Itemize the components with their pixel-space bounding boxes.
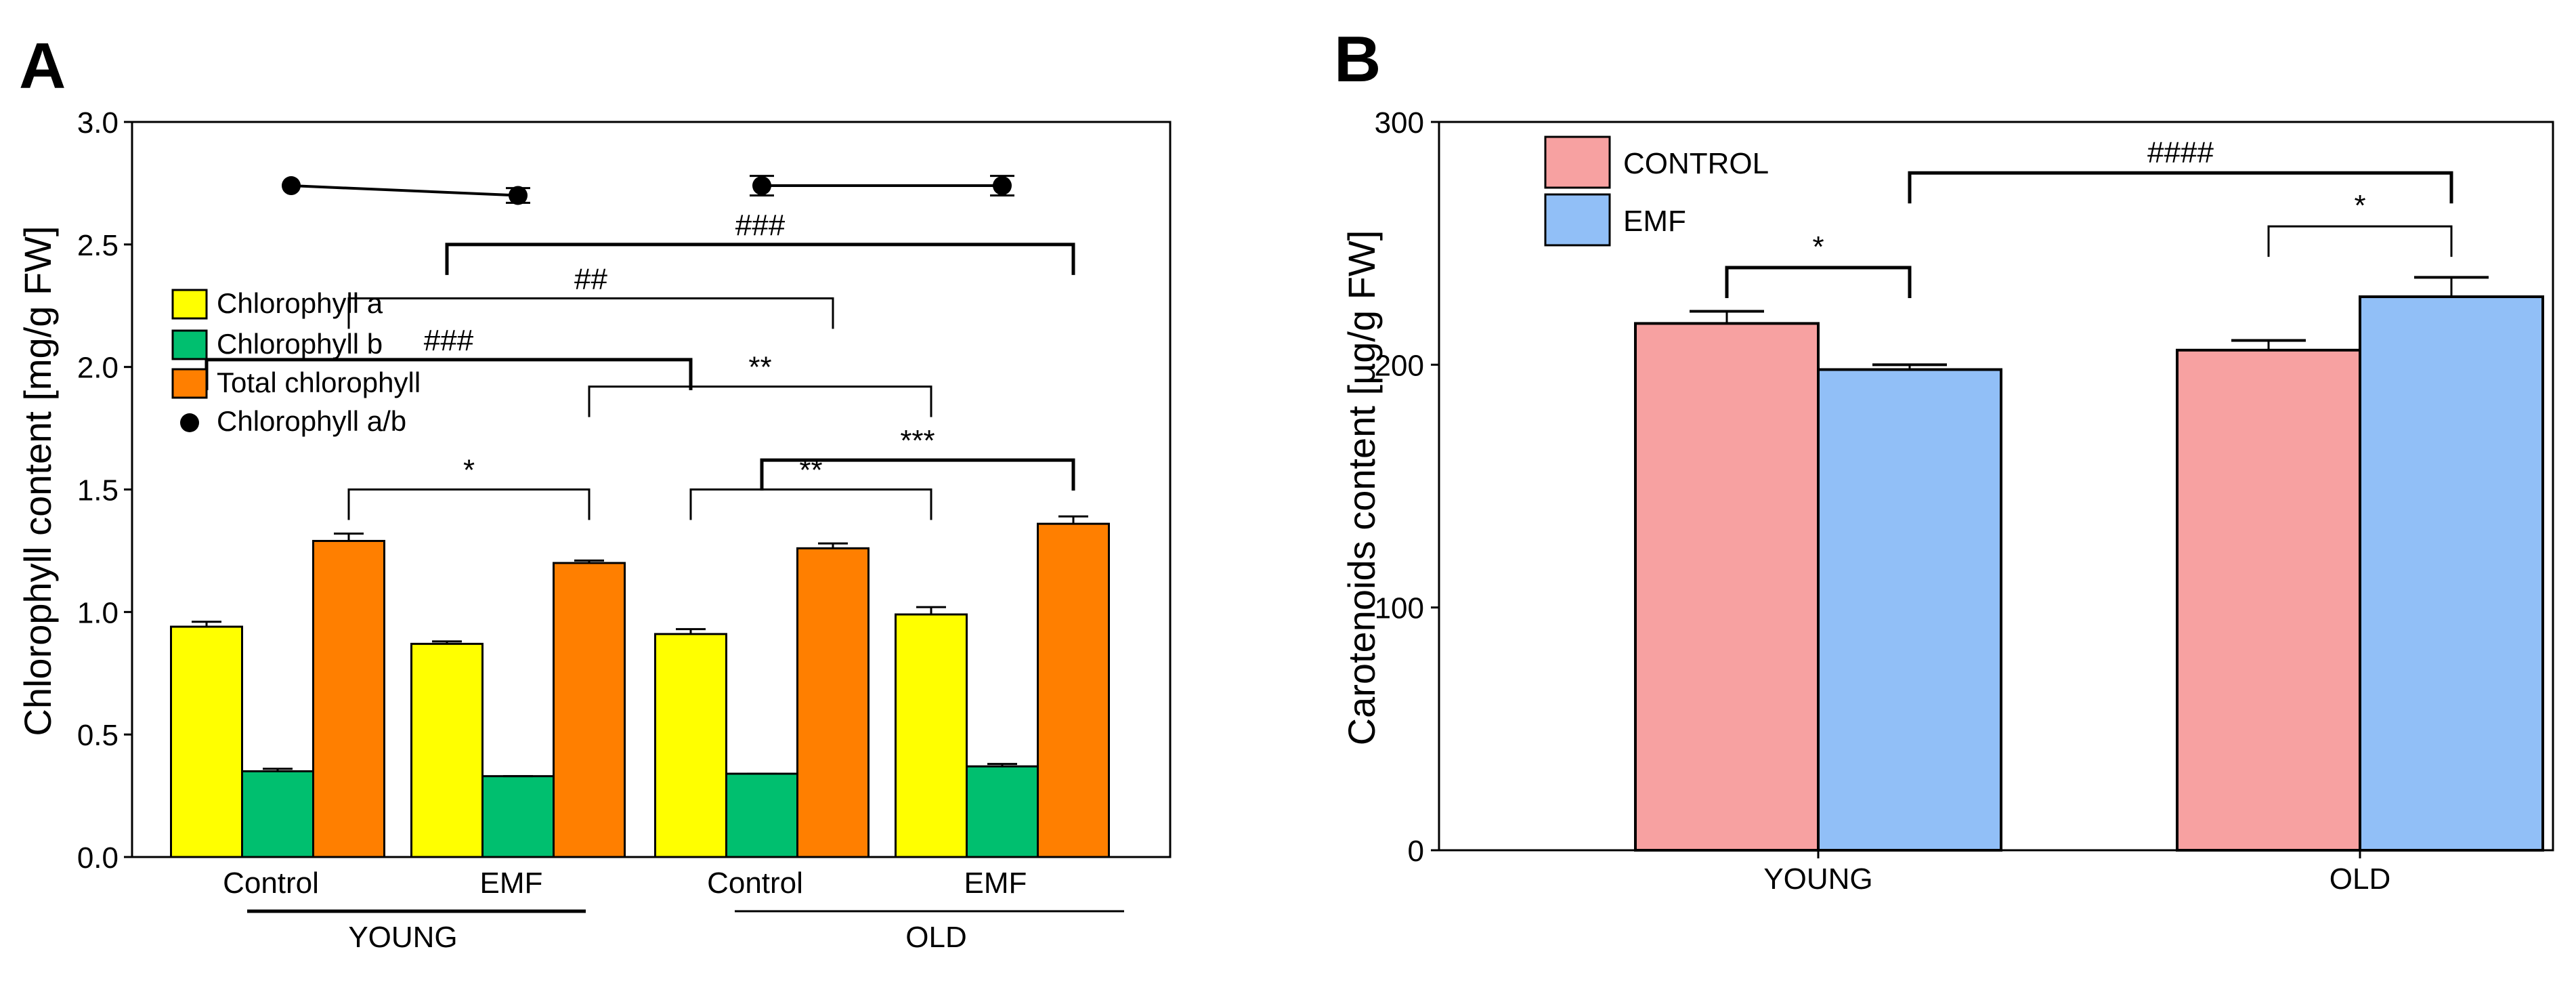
panel-a-frame (131, 121, 1172, 858)
group-label: YOUNG (348, 921, 457, 954)
group-label: OLD (905, 921, 966, 954)
legend-label: CONTROL (1623, 147, 1769, 180)
panel-b-x-labels: YOUNG OLD (1763, 850, 2390, 896)
y-tick-label: 200 (1375, 349, 1424, 382)
significance-bracket (2267, 225, 2453, 257)
panel-a-bars (170, 515, 1110, 858)
significance-label: * (1812, 230, 1824, 264)
x-category-label: YOUNG (1763, 862, 1872, 896)
y-tick-label: 0.5 (77, 719, 119, 752)
panel-b-y-ticks: 0 100 200 300 (1375, 106, 1439, 868)
y-tick-label: 3.0 (77, 106, 119, 140)
ratio-line (291, 184, 519, 197)
legend-marker (180, 413, 199, 432)
bar-chlorophyll-b (481, 775, 555, 858)
bar-control (2176, 348, 2361, 852)
legend-label: Chlorophyll a (217, 287, 383, 319)
y-tick-label: 300 (1375, 106, 1424, 140)
panel-a-axes (131, 121, 1172, 858)
panel-a-ratio-series (282, 175, 1014, 205)
y-tick-label: 2.5 (77, 229, 119, 262)
bar-emf (1817, 368, 2002, 852)
panel-a-x-labels: Control EMF Control EMF YOUNG OLD (223, 867, 1124, 954)
significance-bracket (347, 297, 834, 329)
y-tick-label: 2.0 (77, 352, 119, 385)
x-category-label: Control (707, 867, 803, 900)
panel-a-label: A (19, 30, 66, 102)
legend-label: Chlorophyll b (217, 328, 383, 360)
y-tick-label: 0 (1408, 835, 1424, 868)
bar-chlorophyll-a (170, 625, 243, 858)
bar-chlorophyll-a (895, 613, 968, 858)
panel-a-legend: Chlorophyll a Chlorophyll b Total chloroph… (171, 287, 421, 437)
significance-label: * (2354, 189, 2365, 222)
significance-label: ## (574, 262, 607, 295)
significance-label: * (463, 454, 475, 487)
ratio-point (993, 176, 1012, 196)
significance-label: ** (799, 454, 822, 487)
significance-bracket (347, 488, 591, 520)
significance-label: ** (748, 351, 771, 384)
ratio-point (509, 186, 528, 205)
significance-bracket (1725, 266, 1912, 298)
significance-label: ### (735, 209, 786, 242)
legend-label: Chlorophyll a/b (217, 405, 406, 437)
bar-chlorophyll-b (966, 765, 1039, 858)
panel-b-annotations: * * #### (1725, 135, 2453, 298)
bar-total-chlorophyll (553, 562, 626, 858)
significance-bracket (689, 488, 932, 520)
panel-b-label: B (1334, 23, 1381, 96)
legend-swatch (171, 329, 208, 360)
legend-swatch (171, 289, 208, 320)
y-tick-label: 100 (1375, 592, 1424, 625)
bar-control (1634, 322, 1820, 852)
bar-total-chlorophyll (312, 539, 385, 858)
x-category-label: EMF (480, 867, 543, 900)
x-category-label: Control (223, 867, 319, 900)
significance-label: #### (2147, 135, 2214, 169)
significance-label: *** (900, 424, 935, 457)
legend-label: EMF (1623, 205, 1686, 238)
bar-total-chlorophyll (1037, 522, 1110, 858)
panel-a-annotations: *########******* (205, 209, 1075, 520)
bar-chlorophyll-b (725, 772, 798, 858)
bar-chlorophyll-a (654, 633, 727, 858)
legend-swatch (1544, 193, 1611, 247)
ratio-point (752, 176, 771, 196)
bar-total-chlorophyll (796, 547, 870, 858)
significance-bracket (760, 458, 1075, 491)
panel-b-legend: CONTROL EMF (1544, 135, 1769, 247)
x-category-label: OLD (2330, 862, 2390, 896)
legend-swatch (171, 368, 208, 399)
significance-bracket (1908, 171, 2453, 204)
bar-chlorophyll-a (410, 642, 484, 858)
significance-bracket (588, 385, 932, 417)
y-tick-label: 1.0 (77, 596, 119, 629)
y-tick-label: 0.0 (77, 841, 119, 875)
legend-label: Total chlorophyll (217, 367, 421, 398)
panel-b-y-axis-label: Carotenoids content [µg/g FW] (1340, 230, 1383, 746)
panel-a-y-ticks: 0.0 0.5 1.0 1.5 2.0 2.5 3.0 (77, 106, 132, 875)
panel-a-y-axis-label: Chlorophyll content [mg/g FW] (16, 226, 59, 736)
x-category-label: EMF (964, 867, 1027, 900)
legend-swatch (1544, 135, 1611, 189)
y-tick-label: 1.5 (77, 474, 119, 507)
panel-b: B Carotenoids content [µg/g FW] 0 100 200 3… (1334, 23, 2554, 896)
panel-a: A Chlorophyll content [mg/g FW] 0.0 0.5 1.… (16, 30, 1172, 954)
significance-label: ### (424, 324, 474, 357)
bar-chlorophyll-b (241, 770, 314, 858)
bar-emf (2359, 295, 2544, 852)
significance-bracket (445, 243, 1075, 275)
ratio-point (282, 176, 301, 196)
panel-b-bars (1634, 276, 2544, 852)
